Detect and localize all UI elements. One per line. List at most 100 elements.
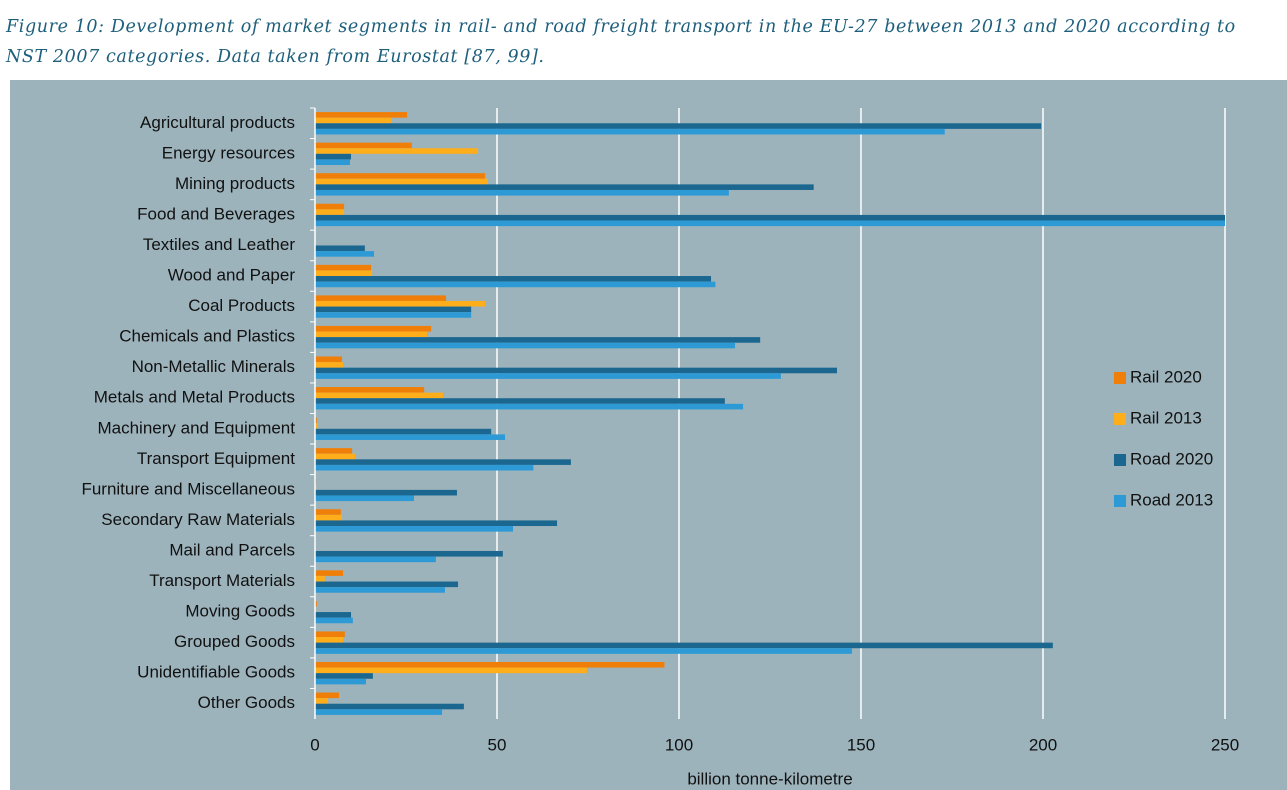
x-tick-label: 100 — [665, 735, 693, 754]
bar — [315, 631, 345, 638]
bar — [315, 667, 587, 674]
legend-label: Road 2013 — [1130, 490, 1213, 509]
bar — [315, 189, 729, 196]
legend-swatch — [1114, 413, 1126, 425]
x-tick-label: 150 — [847, 735, 875, 754]
bar — [315, 251, 374, 257]
y-tick-label: Energy resources — [162, 143, 295, 162]
bar — [315, 637, 344, 643]
bar — [315, 642, 1053, 649]
bar — [315, 209, 345, 215]
bar — [315, 342, 736, 349]
bar — [315, 295, 447, 301]
y-tick-label: Moving Goods — [185, 602, 295, 621]
bar — [315, 367, 837, 374]
bar — [315, 331, 428, 338]
legend-label: Rail 2013 — [1130, 408, 1202, 427]
bar — [315, 300, 485, 307]
y-tick-label: Grouped Goods — [174, 632, 295, 651]
bar — [315, 678, 366, 685]
y-tick-label: Mail and Parcels — [169, 540, 295, 559]
bar — [315, 184, 814, 190]
y-tick-label: Unidentifiable Goods — [137, 663, 295, 682]
bar — [315, 392, 444, 399]
caption: Figure 10: Development of market segment… — [6, 17, 1236, 67]
bar — [315, 448, 353, 454]
bar — [315, 178, 488, 185]
bar — [315, 264, 372, 271]
x-tick-label: 50 — [488, 735, 507, 754]
bar — [315, 220, 1225, 227]
bar — [315, 112, 408, 118]
bar — [315, 453, 356, 460]
bar — [315, 398, 725, 404]
y-tick-label: Wood and Paper — [168, 266, 296, 285]
legend-label: Rail 2020 — [1130, 367, 1202, 386]
legend-swatch — [1114, 372, 1126, 384]
bar — [315, 692, 340, 699]
bar — [315, 148, 479, 154]
bar — [315, 159, 350, 166]
y-tick-label: Transport Equipment — [137, 449, 295, 468]
bar — [315, 570, 344, 576]
bar — [315, 173, 485, 179]
bar — [315, 556, 436, 563]
bar — [315, 117, 392, 124]
bar — [315, 550, 503, 557]
chart-background — [10, 80, 1287, 790]
bar — [315, 245, 365, 252]
bar — [315, 306, 472, 313]
y-tick-label: Mining products — [175, 174, 295, 193]
y-tick-label: Agricultural products — [140, 113, 295, 132]
y-tick-label: Textiles and Leather — [143, 235, 295, 254]
bar — [315, 600, 317, 607]
y-tick-label: Machinery and Equipment — [97, 418, 295, 437]
bar — [315, 423, 318, 429]
bar — [315, 698, 329, 704]
bar — [315, 434, 506, 440]
bar — [315, 337, 761, 343]
bar — [315, 128, 945, 135]
bar — [315, 464, 534, 471]
y-tick-label: Secondary Raw Materials — [101, 510, 295, 529]
y-tick-label: Non-Metallic Minerals — [132, 357, 295, 376]
y-tick-label: Transport Materials — [149, 571, 295, 590]
bar — [315, 489, 457, 496]
bar — [315, 276, 712, 282]
bar — [315, 203, 345, 210]
legend-label: Road 2020 — [1130, 449, 1213, 468]
bar — [315, 495, 415, 502]
x-axis-label: billion tonne-kilometre — [687, 769, 852, 788]
bar — [315, 520, 558, 527]
y-tick-label: Chemicals and Plastics — [119, 327, 295, 346]
bar — [315, 270, 373, 277]
bar — [315, 281, 716, 288]
bar — [315, 709, 443, 715]
bar — [315, 387, 425, 393]
bar — [315, 581, 459, 588]
bar — [315, 312, 472, 318]
x-tick-label: 250 — [1211, 735, 1239, 754]
bar — [315, 514, 342, 521]
bar — [315, 417, 317, 424]
legend-swatch — [1114, 454, 1126, 466]
bar — [315, 325, 432, 332]
bar — [315, 373, 781, 379]
x-tick-label: 0 — [310, 735, 319, 754]
bar — [315, 587, 445, 593]
y-tick-label: Coal Products — [188, 296, 295, 315]
x-tick-label: 200 — [1029, 735, 1057, 754]
y-tick-label: Furniture and Miscellaneous — [81, 479, 295, 498]
bar — [315, 661, 665, 668]
bar — [315, 214, 1225, 221]
bar — [315, 575, 325, 582]
bar — [315, 612, 352, 618]
bar — [315, 428, 492, 435]
bar — [315, 526, 514, 532]
bar — [315, 617, 353, 624]
y-tick-label: Other Goods — [198, 693, 295, 712]
y-tick-label: Food and Beverages — [137, 204, 295, 223]
bar — [315, 509, 341, 515]
bar — [315, 142, 412, 149]
